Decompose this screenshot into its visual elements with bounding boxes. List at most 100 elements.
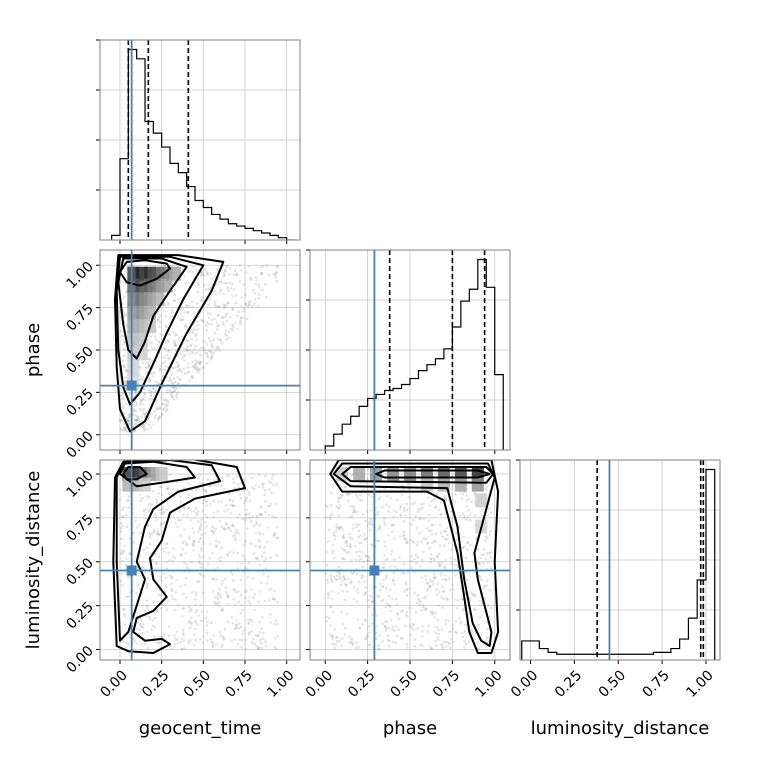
sample-point — [264, 567, 268, 570]
sample-point — [407, 495, 411, 499]
sample-point — [171, 311, 174, 314]
sample-point — [352, 571, 356, 574]
sample-point — [401, 608, 405, 612]
sample-point — [387, 639, 390, 642]
sample-point — [366, 524, 369, 528]
sample-point — [381, 585, 384, 589]
sample-point — [396, 612, 399, 615]
sample-point — [329, 633, 332, 636]
sample-point — [183, 647, 186, 650]
sample-point — [156, 609, 159, 612]
sample-point — [211, 552, 214, 555]
sample-point — [188, 348, 192, 352]
sample-point — [253, 297, 257, 301]
sample-point — [340, 644, 344, 648]
sample-point — [386, 494, 389, 498]
sample-point — [348, 536, 352, 539]
sample-point — [217, 483, 220, 486]
sample-point — [456, 599, 460, 602]
sample-point — [479, 604, 482, 607]
sample-point — [263, 474, 267, 478]
sample-point — [183, 359, 186, 362]
sample-point — [177, 363, 180, 366]
sample-point — [444, 512, 447, 515]
x-axis-label-geocent-time: geocent_time — [139, 718, 262, 739]
sample-point — [335, 639, 339, 643]
sample-point — [191, 351, 195, 355]
sample-point — [271, 473, 275, 477]
sample-point — [205, 610, 209, 613]
sample-point — [258, 563, 262, 567]
x-tick-label-luminosity-distance: 0.00 — [508, 668, 541, 701]
sample-point — [173, 643, 176, 647]
sample-point — [149, 393, 153, 397]
sample-point — [390, 524, 394, 527]
sample-point — [182, 506, 186, 510]
sample-point — [264, 640, 267, 644]
sample-point — [344, 486, 347, 489]
sample-point — [219, 288, 223, 292]
sample-point — [159, 485, 163, 489]
sample-point — [142, 509, 146, 513]
sample-point — [482, 585, 485, 589]
sample-point — [244, 303, 248, 306]
sample-point — [181, 607, 185, 610]
sample-point — [203, 267, 207, 271]
sample-point — [383, 540, 386, 544]
sample-point — [153, 371, 156, 374]
sample-point — [165, 487, 169, 490]
sample-point — [344, 633, 347, 636]
sample-point — [194, 344, 198, 348]
sample-point — [236, 590, 240, 594]
sample-point — [181, 547, 185, 551]
sample-point — [418, 517, 422, 521]
sample-point — [205, 329, 208, 332]
sample-point — [437, 628, 440, 632]
sample-point — [257, 283, 261, 287]
sample-point — [196, 513, 199, 516]
sample-point — [118, 488, 122, 492]
sample-point — [412, 541, 416, 544]
sample-point — [196, 580, 199, 584]
sample-point — [163, 303, 167, 307]
sample-point — [340, 494, 344, 497]
sample-point — [342, 548, 346, 551]
sample-point — [126, 429, 129, 433]
sample-point — [416, 510, 420, 514]
sample-point — [185, 304, 189, 307]
sample-point — [235, 623, 238, 626]
sample-point — [257, 485, 261, 489]
sample-point — [195, 367, 198, 371]
sample-point — [438, 544, 442, 547]
sample-point — [204, 513, 207, 517]
sample-point — [349, 545, 352, 549]
sample-point — [159, 523, 163, 526]
sample-point — [247, 622, 250, 625]
sample-point — [160, 413, 164, 416]
sample-point — [156, 532, 160, 535]
contour-level-3 — [329, 460, 500, 654]
sample-point — [164, 546, 168, 549]
sample-point — [442, 640, 446, 644]
sample-point — [275, 271, 278, 275]
sample-point — [148, 502, 151, 506]
sample-point — [165, 325, 168, 328]
sample-point — [199, 637, 202, 641]
sample-point — [255, 514, 259, 518]
sample-point — [275, 279, 279, 283]
sample-point — [431, 612, 434, 615]
sample-point — [356, 591, 360, 594]
sample-point — [185, 325, 188, 329]
sample-point — [485, 621, 489, 624]
sample-point — [260, 271, 263, 275]
y-tick-label-luminosity-distance: 0.00 — [63, 643, 96, 676]
sample-point — [272, 534, 276, 538]
sample-point — [127, 412, 131, 416]
sample-point — [119, 529, 123, 533]
sample-point — [239, 611, 243, 615]
sample-point — [221, 579, 225, 583]
sample-point — [254, 557, 258, 560]
sample-point — [264, 499, 267, 503]
sample-point — [222, 305, 226, 309]
sample-point — [484, 557, 488, 561]
